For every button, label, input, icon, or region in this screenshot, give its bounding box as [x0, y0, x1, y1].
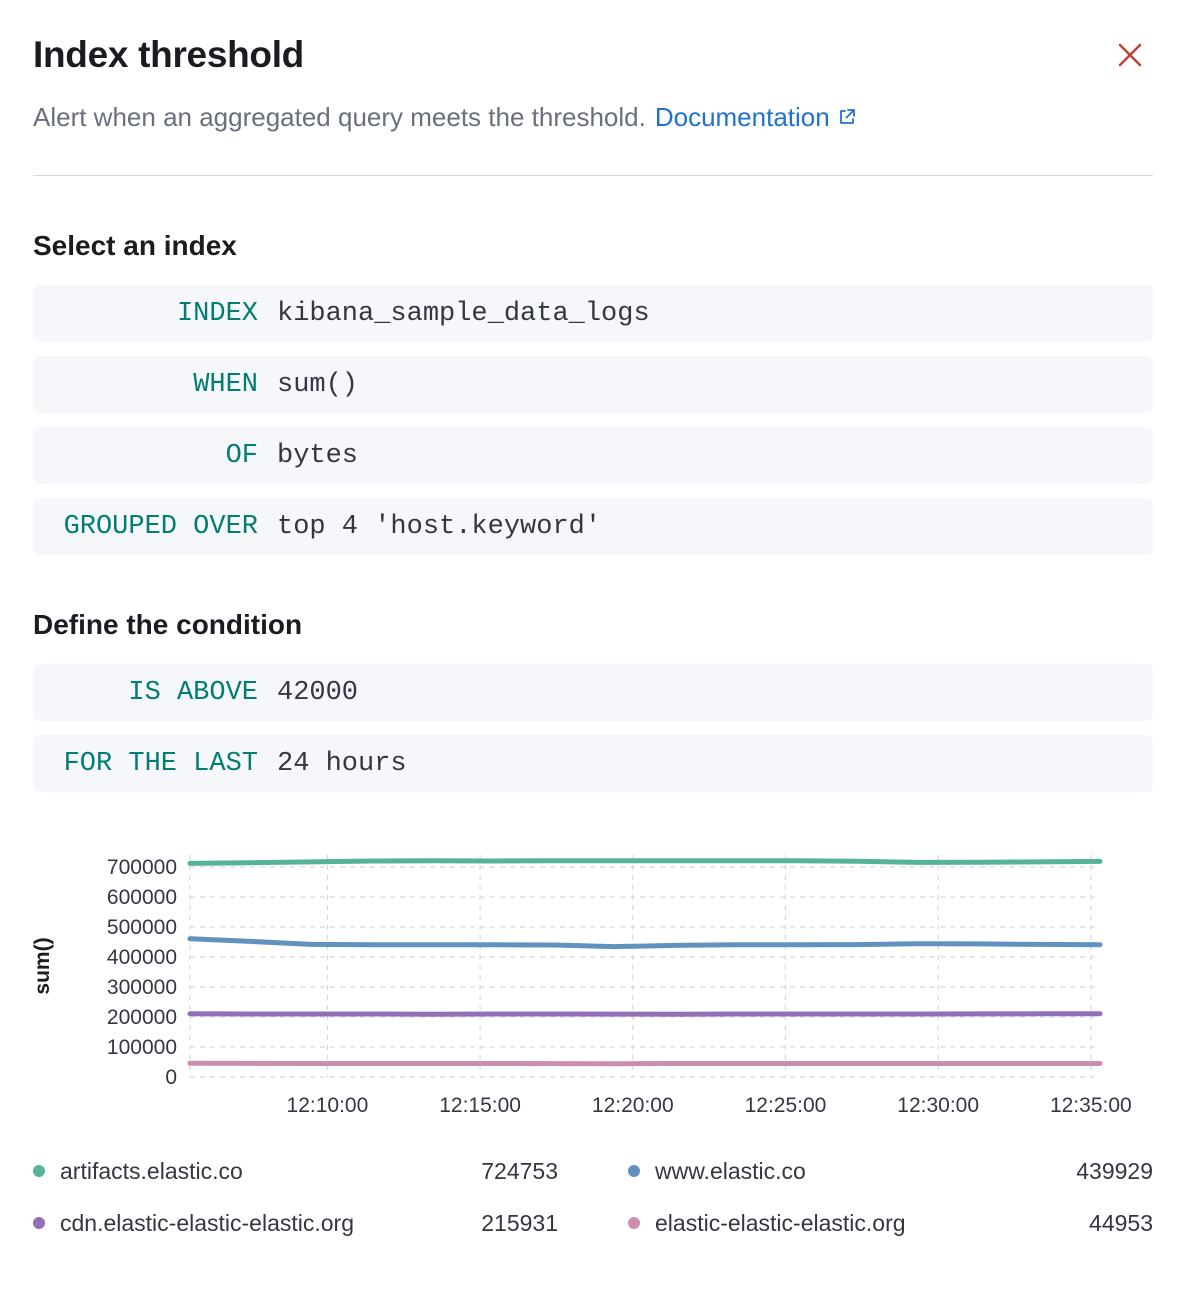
- y-axis-tick-label: 600000: [107, 886, 177, 909]
- flyout-header: Index threshold Alert when an aggregated…: [33, 34, 1153, 133]
- section-heading-define-condition: Define the condition: [33, 609, 303, 640]
- y-axis-tick-label: 200000: [107, 1006, 177, 1029]
- chart-preview: 0 100000 200000 300000 400000 500000 600000 700…: [33, 847, 1153, 1119]
- x-axis-tick-label: 12:20:00: [592, 1094, 674, 1117]
- legend-dot: [628, 1217, 640, 1229]
- series-line: [187, 936, 1103, 950]
- series-line: [187, 1011, 1103, 1017]
- page-title: Index threshold: [33, 34, 304, 75]
- expression-value: 24 hours: [277, 748, 407, 779]
- select-index-section: Select an index INDEX kibana_sample_data…: [33, 230, 1153, 555]
- expression-index[interactable]: INDEX kibana_sample_data_logs: [33, 285, 1153, 342]
- y-axis-tick-label: 0: [165, 1066, 177, 1089]
- expression-grouped-over[interactable]: GROUPED OVER top 4 'host.keyword': [33, 498, 1153, 555]
- expression-value: kibana_sample_data_logs: [277, 298, 650, 329]
- legend-value: 439929: [1076, 1157, 1153, 1184]
- expression-keyword: WHEN: [193, 369, 258, 400]
- close-icon: [1118, 43, 1142, 67]
- expression-keyword: INDEX: [176, 298, 258, 329]
- expression-keyword: IS ABOVE: [128, 677, 258, 708]
- threshold-chart: 0 100000 200000 300000 400000 500000 600000 700…: [33, 855, 1132, 1117]
- expression-value: bytes: [277, 440, 359, 471]
- x-axis-tick-label: 12:15:00: [439, 1094, 521, 1117]
- subtitle-text: Alert when an aggregated query meets the…: [33, 102, 646, 132]
- legend-label: elastic-elastic-elastic.org: [655, 1209, 906, 1236]
- expression-when[interactable]: WHEN sum(): [33, 356, 1153, 413]
- expression-keyword: GROUPED OVER: [63, 511, 258, 542]
- expression-is-above[interactable]: IS ABOVE 42000: [33, 664, 1153, 721]
- expression-keyword: OF: [225, 440, 258, 471]
- x-axis-tick-label: 12:30:00: [897, 1094, 979, 1117]
- legend-item[interactable]: elastic-elastic-elastic.org 44953: [628, 1197, 1153, 1249]
- legend-label: artifacts.elastic.co: [60, 1157, 243, 1184]
- close-button[interactable]: [1115, 40, 1145, 70]
- legend-dot: [33, 1165, 45, 1177]
- expression-for-the-last[interactable]: FOR THE LAST 24 hours: [33, 735, 1153, 792]
- define-condition-section: Define the condition IS ABOVE 42000 FOR …: [33, 609, 1153, 792]
- documentation-link-label: Documentation: [654, 102, 830, 132]
- expression-value: top 4 'host.keyword': [277, 511, 602, 542]
- legend-item[interactable]: www.elastic.co 439929: [628, 1145, 1153, 1197]
- expression-value: 42000: [277, 677, 359, 708]
- legend-value: 724753: [481, 1157, 558, 1184]
- y-axis-tick-label: 400000: [107, 946, 177, 969]
- y-axis-tick-label: 300000: [107, 976, 177, 999]
- legend-label: cdn.elastic-elastic-elastic.org: [60, 1209, 355, 1236]
- legend-dot: [33, 1217, 45, 1229]
- y-axis-tick-label: 500000: [107, 916, 177, 939]
- series-line: [187, 1060, 1103, 1067]
- external-link-icon: [839, 109, 855, 124]
- y-axis-title: sum(): [33, 937, 54, 994]
- expression-value: sum(): [277, 369, 359, 400]
- legend-value: 44953: [1089, 1209, 1153, 1236]
- legend-item[interactable]: artifacts.elastic.co 724753: [33, 1145, 558, 1197]
- divider: [33, 175, 1153, 176]
- x-axis-tick-label: 12:35:00: [1050, 1094, 1132, 1117]
- flyout-subtitle: Alert when an aggregated query meets the…: [33, 102, 1153, 133]
- y-axis-tick-label: 700000: [107, 856, 177, 879]
- y-axis-tick-label: 100000: [107, 1036, 177, 1059]
- expression-of[interactable]: OF bytes: [33, 427, 1153, 484]
- legend-dot: [628, 1165, 640, 1177]
- legend-value: 215931: [481, 1209, 558, 1236]
- legend-item[interactable]: cdn.elastic-elastic-elastic.org 215931: [33, 1197, 558, 1249]
- legend-label: www.elastic.co: [655, 1157, 806, 1184]
- series-line: [187, 858, 1103, 866]
- documentation-link[interactable]: Documentation: [655, 102, 857, 132]
- x-axis-tick-label: 12:10:00: [287, 1094, 369, 1117]
- section-heading-select-index: Select an index: [33, 230, 237, 261]
- expression-keyword: FOR THE LAST: [63, 748, 258, 779]
- x-axis-tick-label: 12:25:00: [745, 1094, 827, 1117]
- chart-legend: artifacts.elastic.co 724753 www.elastic.…: [33, 1145, 1153, 1249]
